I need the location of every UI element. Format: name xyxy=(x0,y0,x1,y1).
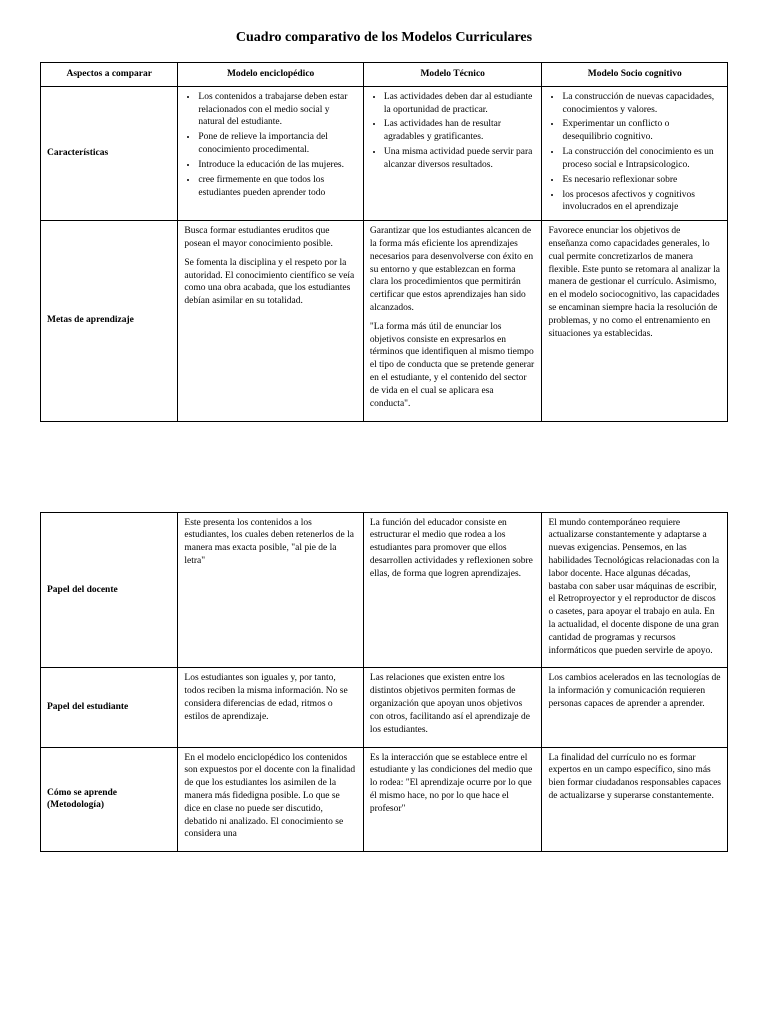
cell-estudiante-tec: Las relaciones que existen entre los dis… xyxy=(363,668,542,747)
list-item: Las actividades han de resultar agradabl… xyxy=(384,118,536,144)
para: La función del educador consiste en estr… xyxy=(370,517,536,581)
list-item: Los contenidos a trabajarse deben estar … xyxy=(198,91,356,129)
cell-metas-tec: Garantizar que los estudiantes alcancen … xyxy=(363,221,542,421)
para: Favorece enunciar los objetivos de enseñ… xyxy=(548,225,721,340)
para: Este presenta los contenidos a los estud… xyxy=(184,517,356,568)
list-item: Las actividades deben dar al estudiante … xyxy=(384,91,536,117)
label-caracteristicas: Características xyxy=(41,86,178,220)
list-item: Es necesario reflexionar sobre xyxy=(562,174,721,187)
comparison-table-top: Aspectos a comparar Modelo enciclopédico… xyxy=(40,62,728,422)
cell-metas-enc: Busca formar estudiantes eruditos que po… xyxy=(178,221,363,421)
cell-como-soc: La finalidad del currículo no es formar … xyxy=(542,747,728,852)
para: Garantizar que los estudiantes alcancen … xyxy=(370,225,536,315)
row-caracteristicas: Características Los contenidos a trabaja… xyxy=(41,86,728,220)
cell-caract-soc: La construcción de nuevas capacidades, c… xyxy=(542,86,728,220)
list-item: los procesos afectivos y cognitivos invo… xyxy=(562,189,721,215)
para: Se fomenta la disciplina y el respeto po… xyxy=(184,257,356,308)
para: Las relaciones que existen entre los dis… xyxy=(370,672,536,736)
cell-estudiante-enc: Los estudiantes son iguales y, por tanto… xyxy=(178,668,363,747)
header-row: Aspectos a comparar Modelo enciclopédico… xyxy=(41,63,728,87)
row-metas: Metas de aprendizaje Busca formar estudi… xyxy=(41,221,728,421)
list-item: La construcción de nuevas capacidades, c… xyxy=(562,91,721,117)
row-como: Cómo se aprende (Metodología) En el mode… xyxy=(41,747,728,852)
para: "La forma más útil de enunciar los objet… xyxy=(370,321,536,411)
label-docente: Papel del docente xyxy=(41,512,178,668)
cell-como-enc: En el modelo enciclopédico los contenido… xyxy=(178,747,363,852)
list-item: Experimentar un conflicto o desequilibri… xyxy=(562,118,721,144)
list-item: cree firmemente en que todos los estudia… xyxy=(198,174,356,200)
para: Los cambios acelerados en las tecnología… xyxy=(548,672,721,710)
page-title: Cuadro comparativo de los Modelos Curric… xyxy=(40,30,728,46)
header-aspectos: Aspectos a comparar xyxy=(41,63,178,87)
row-estudiante: Papel del estudiante Los estudiantes son… xyxy=(41,668,728,747)
header-enciclopedico: Modelo enciclopédico xyxy=(178,63,363,87)
cell-docente-tec: La función del educador consiste en estr… xyxy=(363,512,542,668)
list-item: Una misma actividad puede servir para al… xyxy=(384,146,536,172)
list-item: La construcción del conocimiento es un p… xyxy=(562,146,721,172)
para: El mundo contemporáneo requiere actualiz… xyxy=(548,517,721,658)
list-item: Pone de relieve la importancia del conoc… xyxy=(198,131,356,157)
page-gap xyxy=(40,422,728,512)
list-item: Introduce la educación de las mujeres. xyxy=(198,159,356,172)
cell-metas-soc: Favorece enunciar los objetivos de enseñ… xyxy=(542,221,728,421)
cell-docente-enc: Este presenta los contenidos a los estud… xyxy=(178,512,363,668)
header-tecnico: Modelo Técnico xyxy=(363,63,542,87)
para: Los estudiantes son iguales y, por tanto… xyxy=(184,672,356,723)
para: La finalidad del currículo no es formar … xyxy=(548,752,721,803)
para: Busca formar estudiantes eruditos que po… xyxy=(184,225,356,251)
row-docente: Papel del docente Este presenta los cont… xyxy=(41,512,728,668)
cell-docente-soc: El mundo contemporáneo requiere actualiz… xyxy=(542,512,728,668)
label-metas: Metas de aprendizaje xyxy=(41,221,178,421)
label-como: Cómo se aprende (Metodología) xyxy=(41,747,178,852)
cell-caract-tec: Las actividades deben dar al estudiante … xyxy=(363,86,542,220)
cell-estudiante-soc: Los cambios acelerados en las tecnología… xyxy=(542,668,728,747)
header-socio: Modelo Socio cognitivo xyxy=(542,63,728,87)
para: En el modelo enciclopédico los contenido… xyxy=(184,752,356,842)
cell-caract-enc: Los contenidos a trabajarse deben estar … xyxy=(178,86,363,220)
label-estudiante: Papel del estudiante xyxy=(41,668,178,747)
comparison-table-bottom: Papel del docente Este presenta los cont… xyxy=(40,512,728,853)
cell-como-tec: Es la interacción que se establece entre… xyxy=(363,747,542,852)
para: Es la interacción que se establece entre… xyxy=(370,752,536,816)
